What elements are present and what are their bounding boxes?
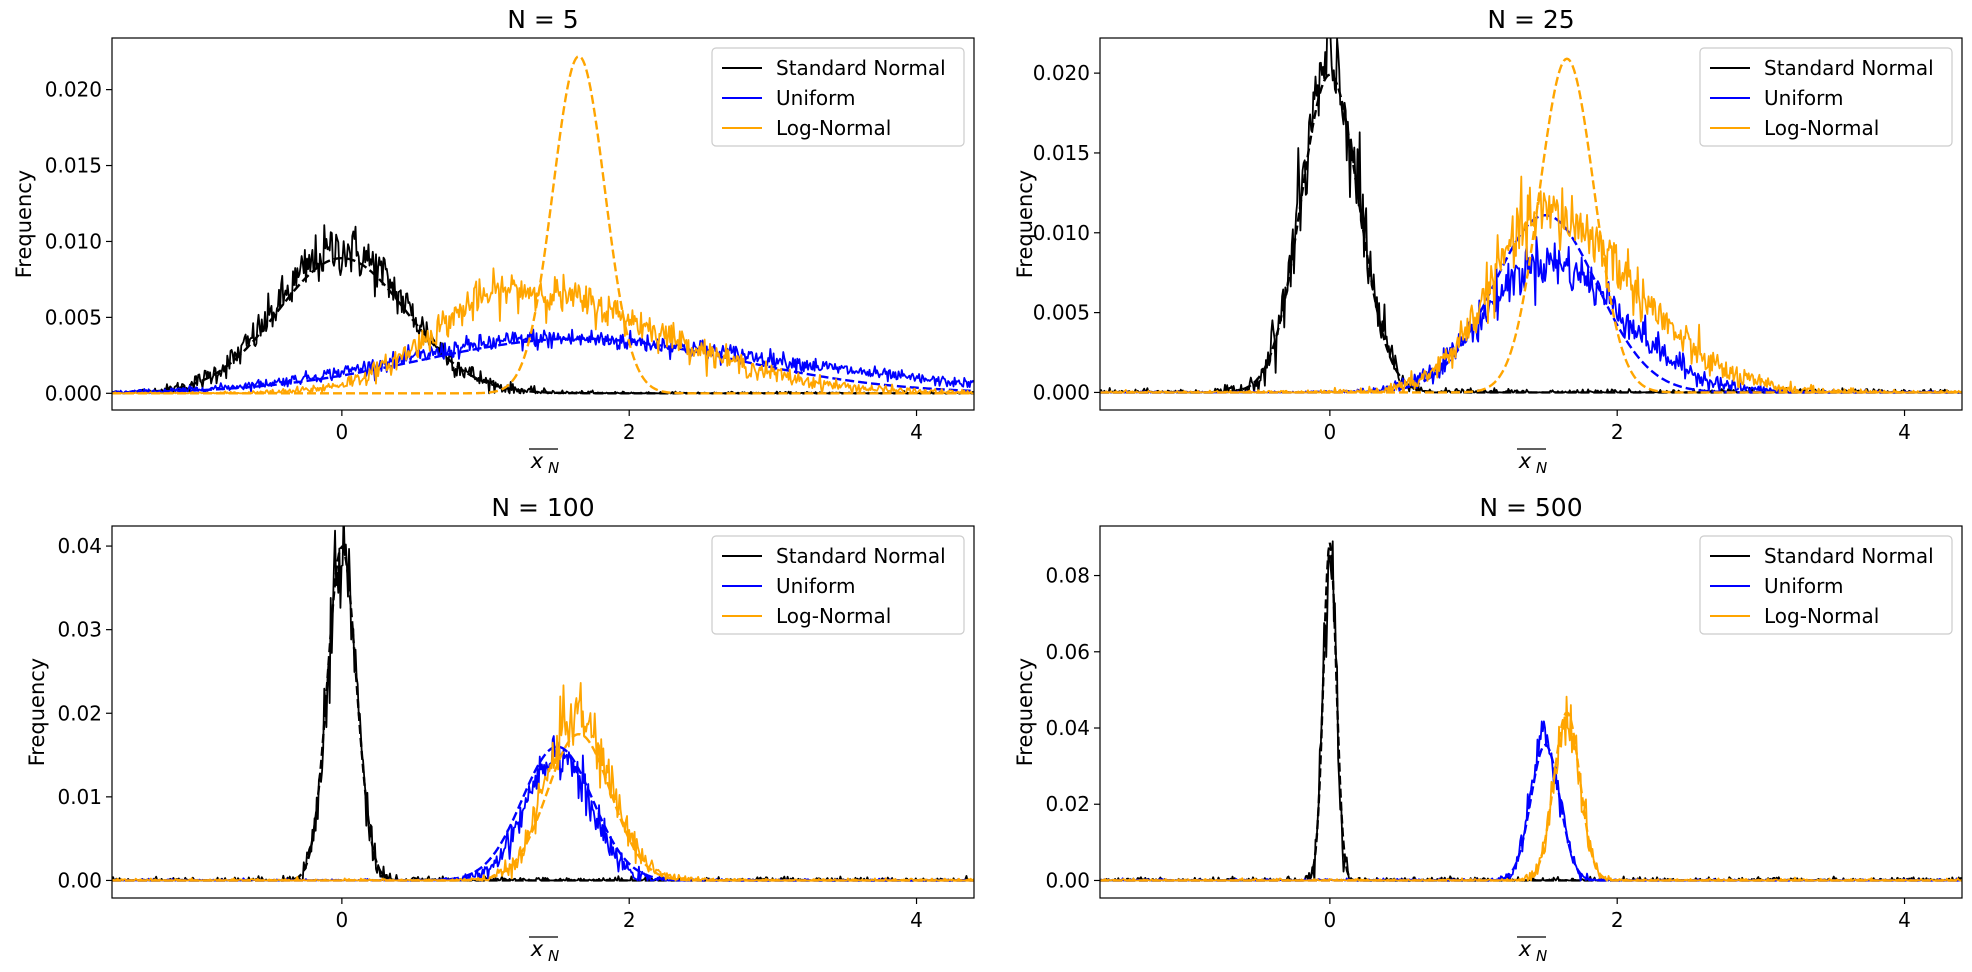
panel-title: N = 25 — [1487, 5, 1574, 34]
y-tick-label: 0.02 — [1045, 792, 1090, 816]
panel-2: 0 2 4 0.000 0.005 0.010 0.015 0.020 N = 25 Freque… — [1013, 5, 1963, 477]
series-uniform-fit — [1100, 214, 1962, 394]
y-axis-label: Frequency — [25, 658, 49, 767]
axes-frame — [111, 525, 975, 899]
x-tick-label: 0 — [335, 908, 348, 932]
svg-text:x: x — [530, 449, 544, 473]
x-tick-label: 2 — [623, 908, 636, 932]
plot-area — [112, 54, 974, 395]
x-tick-label: 0 — [1323, 908, 1336, 932]
panel-3: 0 2 4 0.00 0.01 0.02 0.03 0.04 N = 100 Frequency x… — [25, 493, 975, 965]
series-log-normal-fit — [1100, 710, 1962, 882]
y-tick-label: 0.02 — [57, 701, 102, 725]
y-tick-label: 0.010 — [45, 229, 102, 253]
panel-4: 0 2 4 0.00 0.02 0.04 0.06 0.08 N = 500 Frequency x… — [1013, 493, 1963, 965]
series-uniform-fit — [112, 337, 974, 394]
legend-entry: Log-Normal — [1764, 604, 1879, 628]
series-log-normal-fit — [1100, 57, 1962, 394]
legend: Standard Normal Uniform Log-Normal — [1699, 47, 1953, 147]
svg-text:x: x — [1518, 937, 1532, 961]
panel-title: N = 500 — [1479, 493, 1582, 522]
series-standard-normal-fit — [112, 256, 974, 395]
x-tick-label: 4 — [1898, 420, 1911, 444]
y-tick-label: 0.08 — [1045, 564, 1090, 588]
legend-entry: Standard Normal — [776, 56, 946, 80]
y-tick-label: 0.06 — [1045, 640, 1090, 664]
svg-text:x: x — [1518, 449, 1532, 473]
y-tick-label: 0.04 — [1045, 716, 1090, 740]
y-axis-label: Frequency — [12, 170, 36, 279]
x-tick-label: 4 — [1898, 908, 1911, 932]
y-tick-label: 0.015 — [1033, 141, 1090, 165]
y-tick-label: 0.00 — [57, 868, 102, 892]
axes-frame — [1099, 37, 1963, 411]
series-log-normal-fit — [112, 54, 974, 395]
axes-frame — [111, 37, 975, 411]
series-log-normal-histogram — [112, 267, 974, 395]
plot-area — [1100, 540, 1962, 882]
series-log-normal-fit — [112, 732, 974, 882]
x-tick-label: 2 — [623, 420, 636, 444]
x-tick-label: 4 — [910, 908, 923, 932]
svg-text:N: N — [1536, 459, 1547, 477]
x-tick-label: 4 — [910, 420, 923, 444]
legend-entry: Standard Normal — [1764, 544, 1934, 568]
y-tick-label: 0.020 — [1033, 61, 1090, 85]
legend-entry: Standard Normal — [776, 544, 946, 568]
y-tick-label: 0.01 — [57, 785, 102, 809]
y-tick-label: 0.000 — [1033, 380, 1090, 404]
y-tick-label: 0.010 — [1033, 221, 1090, 245]
legend-entry: Log-Normal — [776, 604, 891, 628]
y-axis-label: Frequency — [1013, 658, 1037, 767]
panel-title: N = 5 — [507, 5, 578, 34]
legend-entry: Standard Normal — [1764, 56, 1934, 80]
y-tick-label: 0.015 — [45, 154, 102, 178]
y-tick-label: 0.00 — [1045, 868, 1090, 892]
legend: Standard Normal Uniform Log-Normal — [1699, 535, 1953, 635]
legend-entry: Uniform — [1764, 86, 1844, 110]
panel-1: 0 2 4 0.000 0.005 0.010 0.015 0.020 N = 5 Frequen… — [12, 5, 975, 477]
series-log-normal-histogram — [112, 681, 974, 882]
legend-entry: Uniform — [776, 574, 856, 598]
legend: Standard Normal Uniform Log-Normal — [711, 535, 965, 635]
series-uniform-histogram — [1100, 236, 1962, 394]
svg-text:N: N — [548, 459, 559, 477]
series-uniform-fit — [1100, 743, 1962, 882]
x-tick-label: 0 — [1323, 420, 1336, 444]
legend-entry: Uniform — [1764, 574, 1844, 598]
x-tick-label: 0 — [335, 420, 348, 444]
series-uniform-histogram — [112, 328, 974, 395]
y-tick-label: 0.03 — [57, 618, 102, 642]
y-tick-label: 0.020 — [45, 78, 102, 102]
legend-entry: Log-Normal — [776, 116, 891, 140]
y-tick-label: 0.000 — [45, 381, 102, 405]
plot-area — [1100, 38, 1962, 394]
y-tick-label: 0.005 — [45, 305, 102, 329]
y-tick-label: 0.04 — [57, 534, 102, 558]
legend-entry: Uniform — [776, 86, 856, 110]
panel-title: N = 100 — [491, 493, 594, 522]
series-log-normal-histogram — [1100, 175, 1962, 394]
legend: Standard Normal Uniform Log-Normal — [711, 47, 965, 147]
x-tick-label: 2 — [1611, 908, 1624, 932]
plot-area — [112, 526, 974, 882]
x-tick-label: 2 — [1611, 420, 1624, 444]
svg-text:N: N — [1536, 947, 1547, 965]
svg-text:x: x — [530, 937, 544, 961]
svg-text:N: N — [548, 947, 559, 965]
legend-entry: Log-Normal — [1764, 116, 1879, 140]
y-axis-label: Frequency — [1013, 170, 1037, 279]
axes-frame — [1099, 525, 1963, 899]
y-tick-label: 0.005 — [1033, 301, 1090, 325]
